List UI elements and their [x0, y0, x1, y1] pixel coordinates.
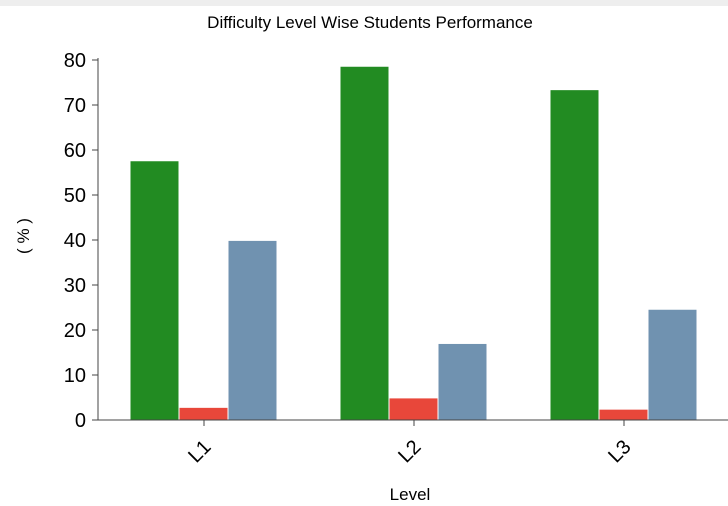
y-axis-title: ( % ): [14, 218, 33, 254]
y-tick-label: 10: [64, 365, 86, 387]
bar-l3-series-3: [648, 309, 697, 420]
y-tick-label: 50: [64, 185, 86, 207]
chart-title: Difficulty Level Wise Students Performan…: [207, 13, 533, 32]
bar-l1-series-2: [179, 407, 228, 420]
y-tick-label: 60: [64, 140, 86, 162]
y-tick-label: 40: [64, 230, 86, 252]
y-axis: 0 10 20 30 40 50 60 70 80: [64, 50, 99, 432]
bar-l3-series-1: [550, 90, 599, 421]
bar-l1-series-3: [228, 240, 277, 420]
plot-area: [130, 66, 697, 421]
x-tick-label: L1: [184, 436, 215, 467]
y-tick-label: 70: [64, 95, 86, 117]
y-tick-label: 0: [75, 410, 86, 432]
bar-l2-series-2: [389, 398, 438, 420]
x-tick-label: L2: [394, 436, 425, 467]
y-tick-label: 30: [64, 275, 86, 297]
bar-l2-series-1: [340, 66, 389, 420]
x-tick-label: L3: [604, 436, 635, 467]
x-axis-title: Level: [390, 485, 431, 504]
bar-l2-series-3: [438, 343, 487, 420]
y-tick-label: 20: [64, 320, 86, 342]
x-axis: L1 L2 L3: [98, 419, 728, 467]
bar-l1-series-1: [130, 161, 179, 420]
top-strip: [0, 0, 728, 6]
y-tick-label: 80: [64, 50, 86, 72]
bar-l3-series-2: [599, 409, 648, 420]
